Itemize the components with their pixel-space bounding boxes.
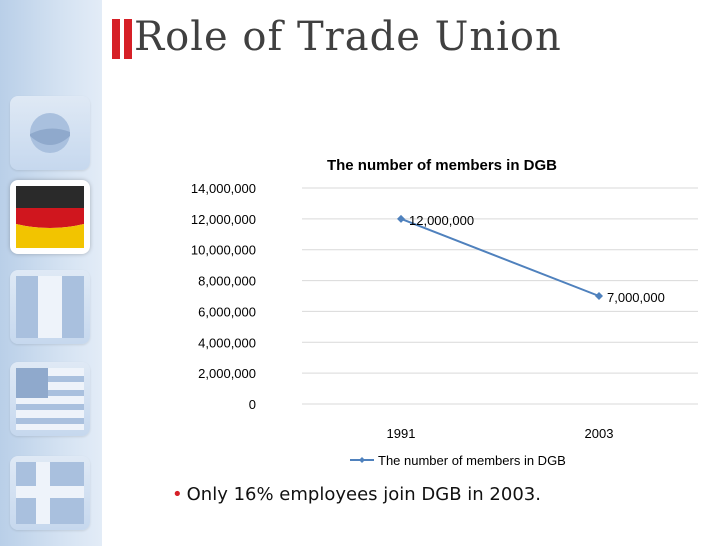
line-chart: The number of members in DGB 0 2,000,000 4… <box>191 157 698 468</box>
y-tick-label: 12,000,000 <box>191 212 256 227</box>
y-tick-label: 4,000,000 <box>198 335 256 350</box>
title-accent-bar <box>112 19 120 59</box>
y-tick-label: 14,000,000 <box>191 181 256 196</box>
bullet-dot-icon: • <box>172 484 183 505</box>
x-tick-label: 2003 <box>585 426 614 441</box>
y-tick-label: 8,000,000 <box>198 274 256 289</box>
data-point <box>397 214 405 223</box>
legend-label: The number of members in DGB <box>378 453 566 468</box>
data-label: 12,000,000 <box>409 213 474 228</box>
data-label: 7,000,000 <box>607 290 665 305</box>
sidebar-item-cross[interactable] <box>10 456 90 530</box>
sidebar-strip <box>0 0 102 546</box>
circle-icon <box>30 113 70 153</box>
usa-flag-icon <box>16 368 84 430</box>
bullet-text: Only 16% employees join DGB in 2003. <box>186 484 541 505</box>
y-tick-label: 6,000,000 <box>198 304 256 319</box>
x-tick-label: 1991 <box>387 426 416 441</box>
data-point <box>595 292 603 300</box>
sidebar-item-stripes[interactable] <box>10 270 90 344</box>
y-tick-label: 2,000,000 <box>198 366 256 381</box>
sidebar-item-usa[interactable] <box>10 362 90 436</box>
y-tick-label: 10,000,000 <box>191 243 256 258</box>
title-accent-bar <box>124 19 132 59</box>
legend-marker <box>359 457 365 463</box>
y-tick-label: 0 <box>249 397 256 412</box>
bullet-point: • Only 16% employees join DGB in 2003. <box>172 484 541 505</box>
germany-flag-icon <box>16 186 84 248</box>
stripe-flag-icon <box>16 276 84 338</box>
chart-title: The number of members in DGB <box>327 157 557 174</box>
series-line <box>400 217 600 297</box>
sidebar-item-germany[interactable] <box>10 180 90 254</box>
page-title: Role of Trade Union <box>134 14 562 60</box>
sidebar-item-circle[interactable] <box>10 96 90 170</box>
cross-flag-icon <box>16 462 84 524</box>
